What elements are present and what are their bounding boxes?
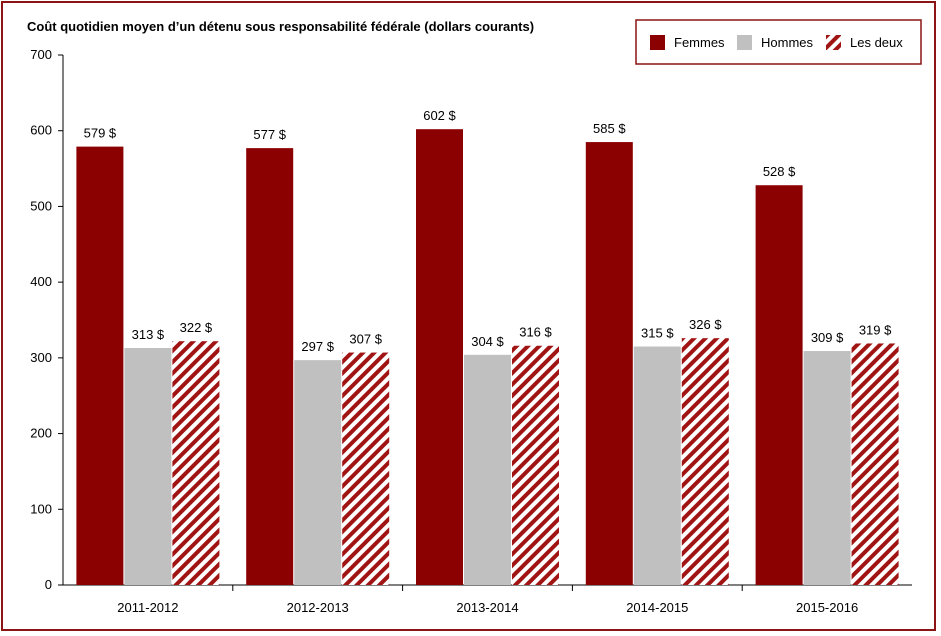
- bars: 579 $ 313 $ 322 $ 577 $ 297 $ 307 $ 602 $ 304 $…: [76, 108, 899, 586]
- bar-femmes: [416, 129, 463, 585]
- x-tick-label: 2015-2016: [796, 600, 858, 615]
- bar-hommes: [464, 354, 511, 585]
- y-tick-label: 200: [30, 426, 52, 441]
- bar-femmes: [755, 185, 803, 585]
- data-label-femmes: 577 $: [253, 127, 286, 142]
- legend-swatch-femmes: [650, 35, 665, 50]
- data-label-les-deux: 316 $: [519, 325, 552, 340]
- x-tick-label: 2014-2015: [626, 600, 688, 615]
- bar-femmes: [76, 146, 124, 585]
- data-label-les-deux: 319 $: [859, 322, 892, 337]
- legend-swatch-hommes: [737, 35, 752, 50]
- bar-les-deux: [851, 343, 899, 585]
- data-label-hommes: 304 $: [471, 334, 504, 349]
- bar-les-deux: [342, 352, 390, 585]
- data-label-hommes: 297 $: [301, 339, 334, 354]
- bar-les-deux: [172, 341, 220, 585]
- legend-label-les-deux: Les deux: [850, 35, 903, 50]
- bar-femmes: [246, 148, 294, 585]
- bar-hommes: [803, 351, 851, 585]
- data-label-hommes: 313 $: [132, 327, 165, 342]
- data-label-femmes: 585 $: [593, 121, 626, 136]
- chart-title: Coût quotidien moyen d’un détenu sous re…: [27, 19, 534, 34]
- y-tick-label: 700: [30, 47, 52, 62]
- bar-femmes: [585, 142, 633, 586]
- bar-les-deux: [512, 345, 559, 585]
- y-tick-label: 0: [45, 577, 52, 592]
- y-tick-label: 600: [30, 123, 52, 138]
- bar-hommes: [294, 360, 342, 585]
- legend-label-hommes: Hommes: [761, 35, 814, 50]
- legend-box: [635, 19, 922, 65]
- data-label-femmes: 528 $: [763, 164, 796, 179]
- data-label-les-deux: 326 $: [689, 317, 722, 332]
- legend-label-femmes: Femmes: [674, 35, 725, 50]
- y-tick-label: 100: [30, 501, 52, 516]
- y-tick-label: 400: [30, 274, 52, 289]
- x-tick-label: 2011-2012: [117, 600, 178, 615]
- bar-les-deux: [681, 338, 729, 585]
- data-label-les-deux: 322 $: [180, 320, 213, 335]
- x-tick-label: 2012-2013: [287, 600, 349, 615]
- legend-swatch-les-deux: [826, 35, 841, 50]
- y-tick-label: 300: [30, 350, 52, 365]
- data-label-hommes: 315 $: [641, 326, 674, 341]
- data-label-femmes: 602 $: [423, 108, 456, 123]
- data-label-femmes: 579 $: [84, 126, 117, 141]
- data-label-hommes: 309 $: [811, 330, 844, 345]
- legend: Femmes Hommes Les deux: [635, 19, 922, 65]
- data-label-les-deux: 307 $: [349, 332, 382, 347]
- bar-hommes: [124, 348, 172, 585]
- x-tick-label: 2013-2014: [456, 600, 518, 615]
- bar-hommes: [633, 346, 681, 585]
- y-tick-label: 500: [30, 198, 52, 213]
